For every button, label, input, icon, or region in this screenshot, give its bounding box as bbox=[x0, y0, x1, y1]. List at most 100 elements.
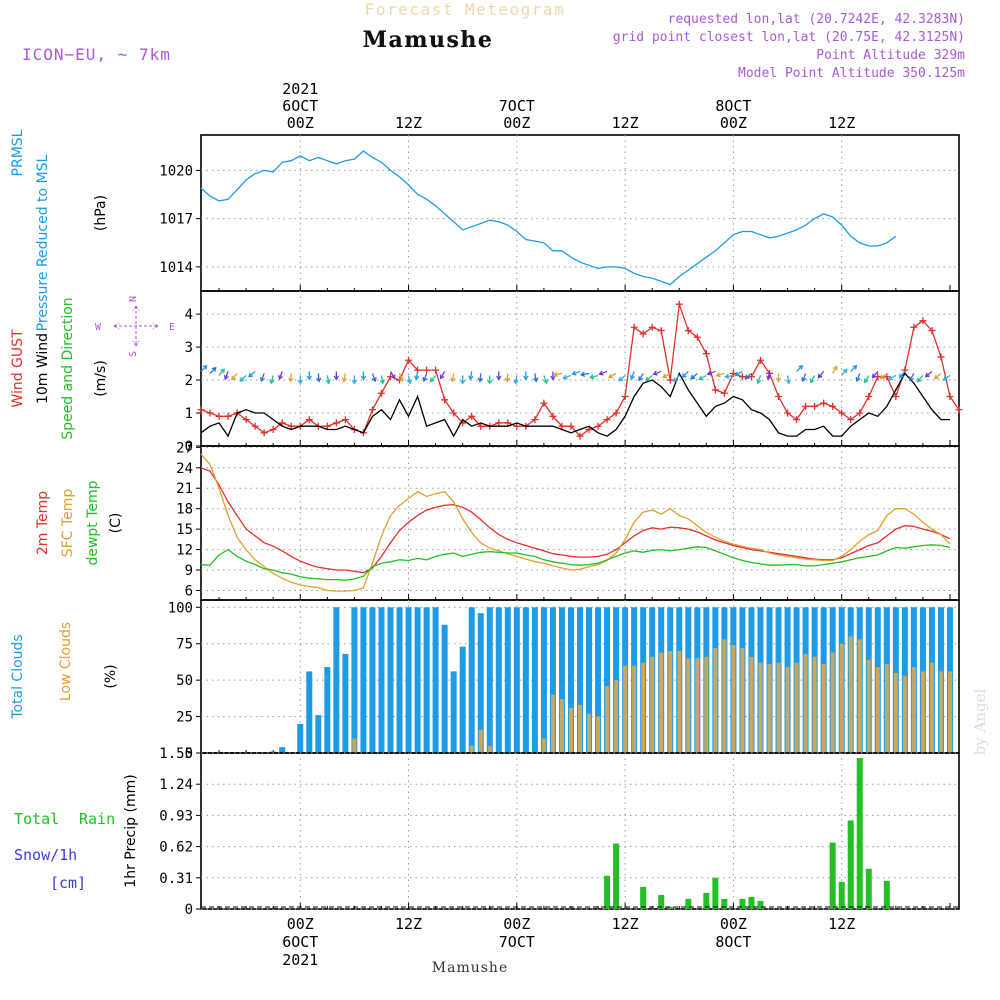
top-time-label: 6OCT bbox=[282, 97, 318, 115]
wind-arrow-head bbox=[459, 379, 466, 385]
gust-marker bbox=[856, 409, 864, 417]
wind-arrow bbox=[775, 373, 782, 383]
bar-low-clouds bbox=[686, 658, 691, 753]
wind-arrow-shaft bbox=[673, 375, 680, 382]
wind-arrow-shaft bbox=[841, 368, 848, 376]
wind-arrow-head bbox=[879, 374, 885, 380]
gust-marker bbox=[784, 409, 792, 417]
bottom-time-label: 12Z bbox=[395, 915, 422, 933]
requested-coords: requested lon,lat (20.7242E, 42.3283N) bbox=[668, 12, 965, 27]
wind-arrow-head bbox=[422, 376, 428, 383]
bar-total-clouds bbox=[423, 607, 430, 753]
gust-marker bbox=[368, 406, 376, 414]
legend-low-clouds: Low Clouds bbox=[58, 622, 74, 701]
wind-arrow-head bbox=[589, 374, 595, 380]
wind-arrow bbox=[218, 368, 225, 376]
wind-arrow-shaft bbox=[240, 374, 247, 382]
gust-marker bbox=[838, 409, 846, 417]
gust-marker bbox=[278, 419, 286, 427]
panel-4: 0 25 50 75 100 Total Clouds Low Clouds (%) bbox=[10, 599, 960, 762]
wind-arrow bbox=[239, 374, 247, 382]
wind-arrow bbox=[698, 374, 707, 381]
bar-total-clouds bbox=[387, 607, 394, 753]
wind-arrow-head bbox=[496, 375, 502, 381]
wind-arrow-shaft bbox=[581, 372, 590, 376]
gust-marker bbox=[432, 366, 440, 374]
bar-low-clouds bbox=[568, 707, 573, 753]
y-tick-label: 3 bbox=[185, 340, 193, 356]
wind-arrow-head bbox=[552, 371, 559, 377]
wind-arrow-head bbox=[543, 378, 549, 385]
wind-arrow-shaft bbox=[802, 373, 807, 382]
wind-arrow-shaft bbox=[645, 374, 653, 382]
wind-arrow bbox=[398, 373, 404, 383]
wind-arrow bbox=[618, 374, 626, 382]
wind-arrow bbox=[608, 372, 617, 379]
wind-arrow-head bbox=[390, 374, 396, 380]
top-time-label: 7OCT bbox=[499, 97, 535, 115]
wind-arrow-head bbox=[477, 377, 483, 383]
wind-arrow bbox=[269, 375, 275, 385]
bar-total-clouds bbox=[432, 607, 439, 753]
wind-arrow-head bbox=[223, 374, 229, 381]
wind-arrow-shaft bbox=[638, 373, 644, 381]
wind-arrow bbox=[306, 371, 312, 381]
wind-arrow-head bbox=[801, 376, 807, 383]
compass-s: S bbox=[128, 351, 139, 357]
wind-arrow bbox=[513, 375, 519, 385]
compass-n: N bbox=[128, 296, 139, 302]
wind-arrow-shaft bbox=[209, 367, 217, 374]
wind-arrow-head bbox=[715, 372, 721, 378]
compass-e: E bbox=[169, 322, 175, 333]
bar-low-clouds bbox=[758, 662, 763, 753]
wind-arrow bbox=[652, 370, 662, 376]
wind-arrow bbox=[333, 371, 340, 381]
top-time-label: 00Z bbox=[720, 114, 747, 132]
wind-arrow-shaft bbox=[832, 366, 838, 374]
wind-arrow-head bbox=[351, 379, 358, 385]
gust-marker bbox=[928, 327, 936, 335]
wind-arrow bbox=[422, 373, 428, 383]
wind-arrow bbox=[439, 371, 446, 380]
wind-arrow-shaft bbox=[415, 371, 419, 380]
wind-arrow-head bbox=[638, 376, 644, 382]
gust-marker bbox=[377, 389, 385, 397]
wind-arrow bbox=[316, 373, 322, 383]
wind-arrow-shaft bbox=[608, 372, 617, 379]
wind-arrow bbox=[297, 375, 303, 385]
footer-location: Mamushe bbox=[432, 960, 508, 976]
wind-arrow-shaft bbox=[326, 375, 330, 384]
wind-arrow-head bbox=[608, 373, 614, 379]
y-tick-label: 2 bbox=[185, 373, 193, 389]
bar-low-clouds bbox=[749, 656, 754, 753]
gust-marker bbox=[937, 353, 945, 361]
wind-arrow-head bbox=[341, 377, 348, 383]
legend-sfc-temp: SFC Temp bbox=[60, 489, 76, 558]
wind-arrow-head bbox=[898, 373, 904, 379]
y-tick-label: 1.24 bbox=[159, 777, 193, 793]
bar-low-clouds bbox=[704, 656, 709, 753]
bottom-time-label: 8OCT bbox=[715, 933, 751, 951]
bar-total-rain bbox=[604, 875, 611, 909]
y-tick-label: 1.55 bbox=[159, 746, 193, 762]
wind-arrow-head bbox=[933, 374, 939, 380]
wind-arrow-shaft bbox=[270, 375, 274, 384]
wind-arrow bbox=[898, 371, 906, 379]
bar-low-clouds bbox=[650, 656, 655, 753]
wind-arrow-shaft bbox=[934, 372, 942, 380]
wind-arrow bbox=[673, 375, 680, 383]
wind-arrow-head bbox=[571, 370, 577, 376]
panel-2: 0 1 2 3 4 Wind GUST 10m Wind Speed and Directio… bbox=[10, 290, 963, 455]
wind-arrow-head bbox=[316, 377, 322, 383]
wind-arrow-shaft bbox=[260, 373, 265, 382]
y-tick-label: 1 bbox=[185, 406, 193, 422]
gust-marker bbox=[224, 412, 232, 420]
wind-arrow-head bbox=[798, 364, 804, 370]
wind-arrow bbox=[379, 375, 385, 385]
wind-arrow-head bbox=[817, 373, 823, 379]
wind-arrow-head bbox=[629, 374, 635, 381]
bar-low-clouds bbox=[614, 680, 619, 753]
wind-arrow-head bbox=[909, 376, 914, 382]
gust-marker bbox=[558, 422, 566, 430]
